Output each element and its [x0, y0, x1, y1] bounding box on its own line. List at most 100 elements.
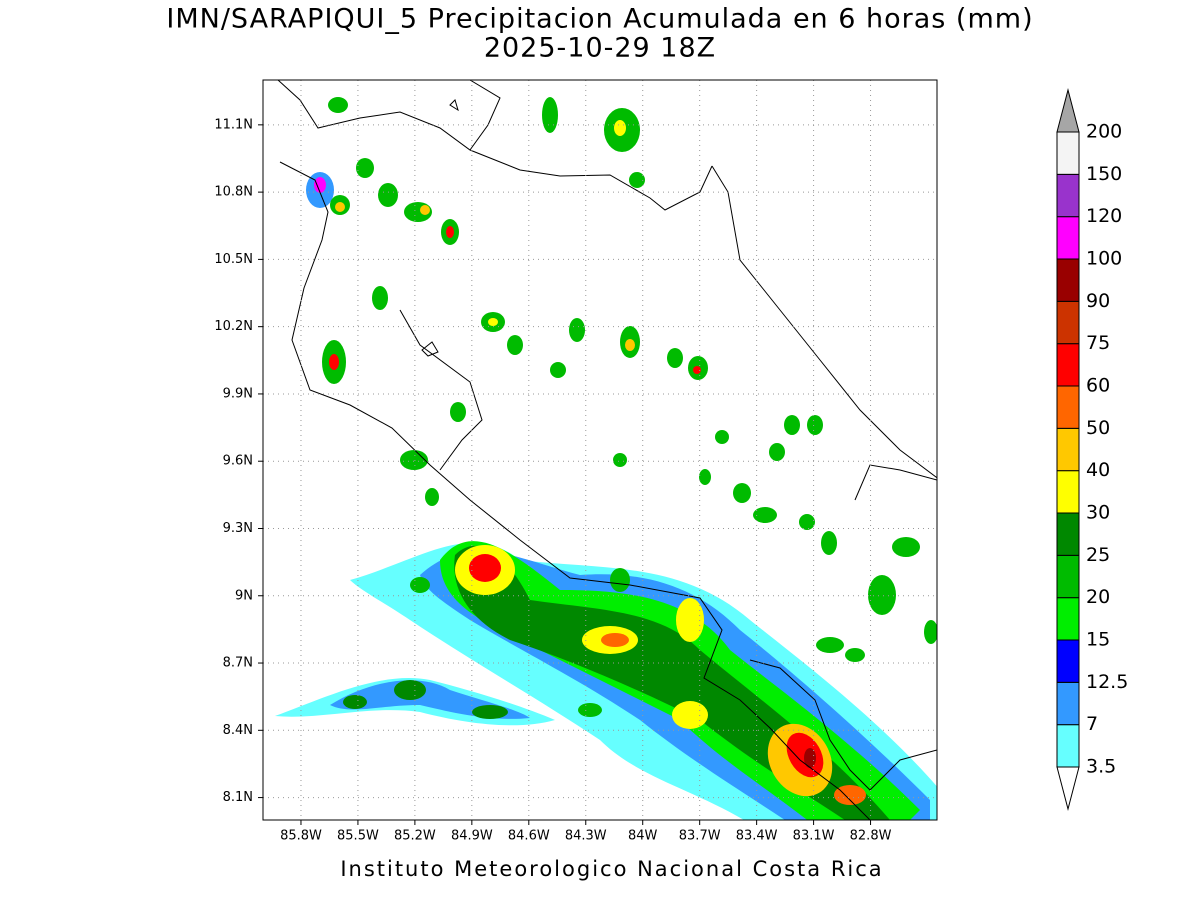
colorbar-label: 12.5	[1086, 671, 1128, 693]
colorbar-label: 7	[1086, 713, 1098, 735]
precip-contour	[343, 695, 367, 709]
colorbar-box	[1056, 470, 1080, 514]
precip-contour	[542, 97, 558, 133]
y-tick-label: 9.3N	[223, 521, 253, 536]
plot-frame	[262, 79, 938, 821]
x-tick-label: 83.1W	[793, 829, 835, 844]
precip-contour	[329, 354, 339, 370]
x-tick-label: 84W	[628, 829, 658, 844]
colorbar: 3.5 7 12.5 15 20 25 30 40 50 60 75 90 100 120 150 200	[1056, 88, 1128, 811]
precip-contour	[676, 598, 704, 642]
title: IMN/SARAPIQUI_5 Precipitacion Acumulada …	[166, 4, 1033, 35]
x-tick-label: 83.7W	[679, 829, 721, 844]
axes: 85.8W 85.5W 85.2W 84.9W 84.6W 84.3W 84W 83.7W 83…	[214, 80, 937, 844]
y-tick-label: 10.5N	[214, 252, 253, 267]
precip-contour	[601, 633, 629, 647]
y-tick-label: 10.8N	[214, 185, 253, 200]
x-tick-label: 82.8W	[850, 829, 892, 844]
colorbar-box	[1056, 343, 1080, 387]
precip-contour	[578, 703, 602, 717]
colorbar-under	[1056, 766, 1080, 811]
colorbar-label: 150	[1086, 163, 1122, 185]
precip-contour	[446, 226, 454, 238]
y-tick-label: 11.1N	[214, 117, 253, 132]
colorbar-box	[1056, 427, 1080, 472]
colorbar-box	[1056, 300, 1080, 345]
x-tick-label: 84.6W	[508, 829, 550, 844]
precip-contour	[868, 575, 896, 615]
precip-contour	[372, 286, 388, 310]
precip-contour	[410, 577, 430, 593]
colorbar-label: 15	[1086, 629, 1110, 651]
y-tick-label: 8.4N	[223, 723, 253, 738]
precip-contour	[924, 620, 937, 644]
precip-contour	[629, 172, 645, 188]
colorbar-box	[1056, 554, 1080, 599]
precip-contour	[845, 648, 865, 662]
precip-contour	[753, 507, 777, 523]
precip-contour	[807, 415, 823, 435]
colorbar-box	[1056, 597, 1080, 641]
colorbar-box	[1056, 173, 1080, 218]
colorbar-label: 90	[1086, 290, 1110, 312]
precip-contour	[834, 785, 866, 805]
precip-contour	[667, 348, 683, 368]
precip-contour	[614, 120, 626, 136]
precip-contour	[314, 177, 326, 193]
precip-contour	[799, 514, 815, 530]
colorbar-box	[1056, 385, 1080, 429]
precip-contour	[550, 362, 566, 378]
precip-contour	[425, 488, 439, 506]
precip-contour	[394, 680, 426, 700]
y-tick-label: 9N	[235, 588, 253, 603]
precip-contour	[356, 158, 374, 178]
coastlines	[277, 80, 937, 820]
precip-contour	[821, 531, 837, 555]
x-tick-label: 85.5W	[337, 829, 379, 844]
colorbar-label: 40	[1086, 459, 1110, 481]
precip-contour	[672, 701, 708, 729]
precip-contour	[610, 568, 630, 592]
precip-contour	[328, 97, 348, 113]
precip-contour	[733, 483, 751, 503]
precip-contour	[613, 453, 627, 467]
y-tick-label: 10.2N	[214, 319, 253, 334]
precip-contour	[769, 443, 785, 461]
precip-contour	[816, 637, 844, 653]
colorbar-label: 200	[1086, 121, 1122, 143]
footer: Instituto Meteorologico Nacional Costa R…	[340, 857, 883, 881]
precip-contour	[400, 450, 428, 470]
x-tick-label: 83.4W	[736, 829, 778, 844]
colorbar-box	[1056, 724, 1080, 768]
y-tick-label: 8.7N	[223, 656, 253, 671]
colorbar-label: 75	[1086, 332, 1110, 354]
x-tick-label: 85.2W	[394, 829, 436, 844]
colorbar-box	[1056, 258, 1080, 302]
precipitation-field	[275, 97, 937, 820]
colorbar-box	[1056, 216, 1080, 260]
colorbar-box	[1056, 512, 1080, 556]
precip-contour	[507, 335, 523, 355]
y-tick-label: 9.9N	[223, 386, 253, 401]
colorbar-label: 100	[1086, 248, 1122, 270]
x-tick-label: 84.3W	[565, 829, 607, 844]
precip-contour	[625, 339, 635, 351]
precip-contour	[488, 318, 498, 326]
colorbar-over	[1056, 88, 1080, 133]
precip-contour	[420, 205, 430, 215]
precip-contour	[784, 415, 800, 435]
colorbar-label: 20	[1086, 586, 1110, 608]
precip-contour	[699, 469, 711, 485]
colorbar-box	[1056, 681, 1080, 726]
colorbar-box	[1056, 131, 1080, 175]
colorbar-label: 120	[1086, 205, 1122, 227]
precip-contour	[693, 366, 701, 374]
colorbar-label: 3.5	[1086, 756, 1116, 778]
precip-contour	[892, 537, 920, 557]
colorbar-box	[1056, 639, 1080, 683]
precip-contour	[569, 318, 585, 342]
colorbar-label: 50	[1086, 417, 1110, 439]
precip-contour	[335, 202, 345, 212]
precip-contour	[378, 183, 398, 207]
